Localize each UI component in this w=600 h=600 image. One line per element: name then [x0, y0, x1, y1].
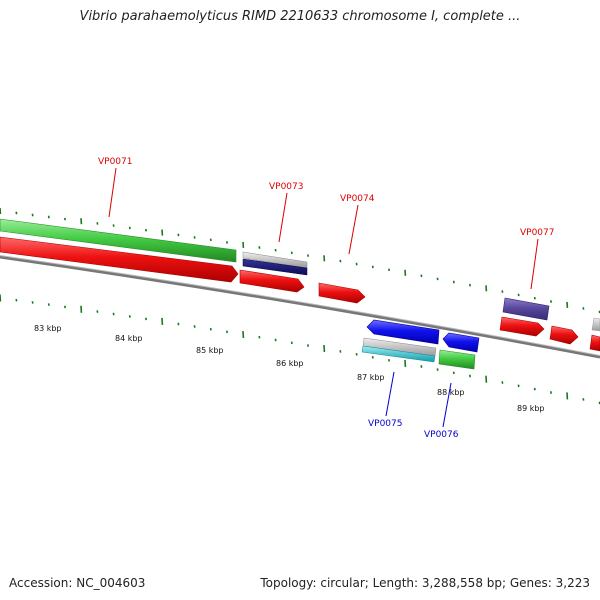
gene-leader-lines — [108, 167, 539, 428]
gene-vp0077-purple-forward[interactable] — [502, 297, 550, 321]
gene-vp0071-red-forward[interactable] — [0, 236, 239, 283]
gene-vp0075-cyan-reverse[interactable] — [361, 345, 436, 363]
leader-vp0073 — [278, 192, 288, 243]
leader-vp0071 — [108, 167, 117, 218]
gene-label-vp0076[interactable]: VP0076 — [424, 430, 459, 440]
scale-label-89kbp: 89 kbp — [517, 404, 545, 413]
gene-vp0074-red-forward[interactable] — [318, 282, 366, 304]
gene-label-vp0075[interactable]: VP0075 — [368, 419, 403, 429]
gene-red-forward-a[interactable] — [549, 325, 579, 345]
scale-label-85kbp: 85 kbp — [196, 346, 224, 355]
gene-red-forward-b[interactable] — [589, 334, 600, 352]
gene-label-vp0077[interactable]: VP0077 — [520, 228, 555, 238]
leader-vp0074 — [348, 204, 359, 255]
topology-summary-text: Topology: circular; Length: 3,288,558 bp… — [260, 576, 590, 590]
lower-tick-track — [0, 294, 600, 405]
scale-label-87kbp: 87 kbp — [357, 373, 385, 382]
gene-vp0076-reverse[interactable] — [442, 332, 480, 353]
map-title: Vibrio parahaemolyticus RIMD 2210633 chr… — [79, 9, 521, 24]
chromosome-backbone-highlight — [0, 255, 600, 356]
scale-labels: 83 kbp 84 kbp 85 kbp 86 kbp 87 kbp 88 kb… — [34, 324, 545, 413]
scale-label-84kbp: 84 kbp — [115, 334, 143, 343]
gene-vp0071-forward[interactable] — [0, 218, 237, 263]
gene-vp0076-green-reverse[interactable] — [438, 349, 476, 370]
gene-vp0077-red-forward[interactable] — [499, 316, 545, 337]
gene-gray-forward-edge[interactable] — [591, 317, 600, 332]
scale-label-88kbp: 88 kbp — [437, 388, 465, 397]
gene-label-vp0071[interactable]: VP0071 — [98, 157, 133, 167]
gene-vp0073-red-forward[interactable] — [239, 269, 305, 293]
leader-vp0077 — [530, 238, 539, 290]
accession-text: Accession: NC_004603 — [9, 576, 146, 590]
chromosome-backbone — [0, 255, 600, 359]
scale-label-83kbp: 83 kbp — [34, 324, 62, 333]
leader-vp0076 — [442, 382, 452, 428]
gene-vp0075-reverse[interactable] — [366, 319, 440, 345]
gene-labels: VP0071 VP0073 VP0074 VP0077 VP0075 VP007… — [98, 157, 555, 440]
scale-label-86kbp: 86 kbp — [276, 359, 304, 368]
upper-tick-track — [0, 207, 600, 314]
leader-vp0075 — [385, 371, 395, 417]
gene-label-vp0074[interactable]: VP0074 — [340, 194, 375, 204]
gene-label-vp0073[interactable]: VP0073 — [269, 182, 304, 192]
gene-vp0073-navy-forward[interactable] — [242, 258, 308, 276]
